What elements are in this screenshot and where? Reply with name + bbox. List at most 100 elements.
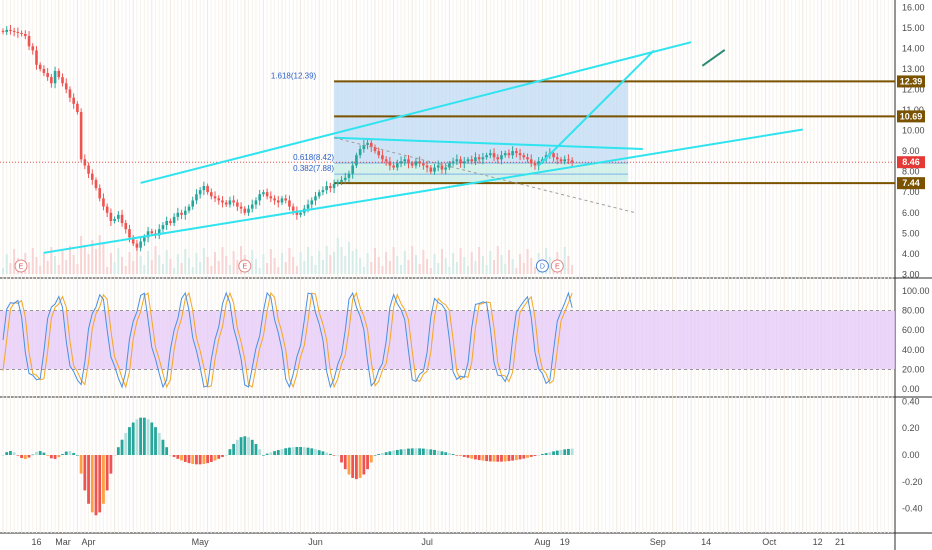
date-tick: Apr bbox=[82, 537, 96, 547]
candle-body bbox=[459, 159, 462, 164]
macd-bar bbox=[384, 452, 388, 455]
macd-bar bbox=[76, 455, 79, 456]
trend-line bbox=[43, 128, 803, 254]
volume-bar bbox=[206, 257, 209, 274]
candle-body bbox=[57, 70, 61, 78]
macd-bar bbox=[72, 453, 76, 455]
volume-bar bbox=[493, 260, 496, 274]
macd-pane bbox=[1, 417, 574, 516]
volume-bar bbox=[485, 265, 488, 274]
macd-bar bbox=[12, 452, 16, 455]
level-tag bbox=[897, 110, 925, 123]
volume-bar bbox=[173, 268, 176, 274]
candle-body bbox=[276, 200, 280, 203]
macd-bar bbox=[444, 452, 448, 455]
level-tag-label: 8.46 bbox=[902, 157, 920, 167]
macd-bar bbox=[180, 455, 183, 461]
candle-body bbox=[485, 155, 488, 158]
volume-bar bbox=[533, 267, 536, 274]
event-marker bbox=[14, 259, 28, 273]
macd-bar bbox=[172, 455, 176, 457]
fib-retracement-zone bbox=[334, 163, 628, 184]
candle-body bbox=[221, 200, 224, 203]
macd-bar bbox=[351, 455, 355, 478]
candle-body bbox=[94, 179, 98, 189]
macd-bar bbox=[116, 447, 120, 455]
macd-bar bbox=[552, 451, 555, 455]
candle-body bbox=[98, 188, 102, 199]
volume-bar bbox=[292, 257, 295, 274]
volume-bar bbox=[303, 261, 306, 274]
volume-bar bbox=[470, 252, 473, 274]
volume-bar bbox=[31, 248, 34, 274]
macd-bar bbox=[243, 436, 247, 455]
volume-bar bbox=[422, 250, 425, 274]
volume-bar bbox=[548, 257, 551, 274]
macd-bar bbox=[154, 427, 157, 455]
macd-bar bbox=[366, 455, 369, 470]
candle-body bbox=[310, 200, 314, 205]
candle-body bbox=[451, 161, 455, 164]
volume-bar bbox=[121, 257, 124, 274]
candle-body bbox=[284, 198, 288, 201]
candle-body bbox=[362, 144, 366, 150]
volume-bar bbox=[9, 263, 12, 274]
candle-body bbox=[440, 165, 444, 170]
volume-bar bbox=[284, 262, 287, 274]
macd-bar bbox=[269, 452, 273, 455]
macd-bar bbox=[548, 452, 552, 455]
macd-bar bbox=[377, 454, 381, 455]
macd-bar bbox=[16, 455, 20, 456]
macd-bar bbox=[224, 455, 228, 456]
date-tick: Jul bbox=[421, 537, 433, 547]
macd-bar bbox=[503, 455, 507, 462]
candle-body bbox=[403, 159, 407, 162]
macd-bar bbox=[541, 454, 544, 455]
macd-bar bbox=[429, 449, 433, 455]
macd-bar bbox=[395, 449, 399, 455]
macd-bar bbox=[27, 455, 31, 458]
candle-body bbox=[113, 218, 116, 221]
candle-body bbox=[102, 198, 105, 207]
candle-body bbox=[314, 196, 317, 201]
candle-body bbox=[183, 210, 187, 215]
stochastic-tick: 80.00 bbox=[902, 306, 925, 316]
macd-bar bbox=[83, 455, 87, 491]
level-tag-label: 12.39 bbox=[900, 76, 923, 86]
candle-body bbox=[526, 157, 529, 160]
candle-body bbox=[470, 159, 474, 162]
candle-body bbox=[392, 165, 395, 168]
candle-body bbox=[515, 151, 518, 154]
macd-bar bbox=[142, 417, 146, 455]
candle-body bbox=[448, 163, 451, 168]
volume-bar bbox=[161, 264, 164, 274]
volume-bar bbox=[132, 261, 135, 274]
candle-body bbox=[373, 146, 377, 152]
macd-bar bbox=[217, 455, 221, 459]
candle-body bbox=[496, 157, 500, 160]
event-marker bbox=[550, 259, 564, 273]
candle-body bbox=[150, 231, 154, 234]
candle-body bbox=[161, 225, 165, 230]
macd-bar bbox=[332, 455, 336, 456]
candle-body bbox=[347, 173, 351, 178]
volume-bar bbox=[113, 262, 116, 274]
macd-bar bbox=[94, 455, 98, 516]
macd-bar bbox=[466, 455, 470, 458]
macd-bar bbox=[500, 455, 503, 462]
candle-body bbox=[68, 89, 72, 98]
volume-bar bbox=[355, 249, 358, 274]
macd-tick: -0.40 bbox=[902, 504, 923, 514]
candle-body bbox=[332, 183, 336, 189]
candle-body bbox=[396, 163, 399, 168]
macd-bar bbox=[325, 452, 329, 455]
volume-bar bbox=[72, 255, 75, 274]
volume-bar bbox=[336, 238, 339, 274]
macd-bar bbox=[433, 449, 436, 455]
level-tag bbox=[897, 156, 925, 169]
volume-bar bbox=[184, 249, 187, 274]
volume-bar bbox=[266, 263, 269, 274]
macd-bar bbox=[113, 455, 116, 456]
volume-bar bbox=[240, 246, 243, 274]
